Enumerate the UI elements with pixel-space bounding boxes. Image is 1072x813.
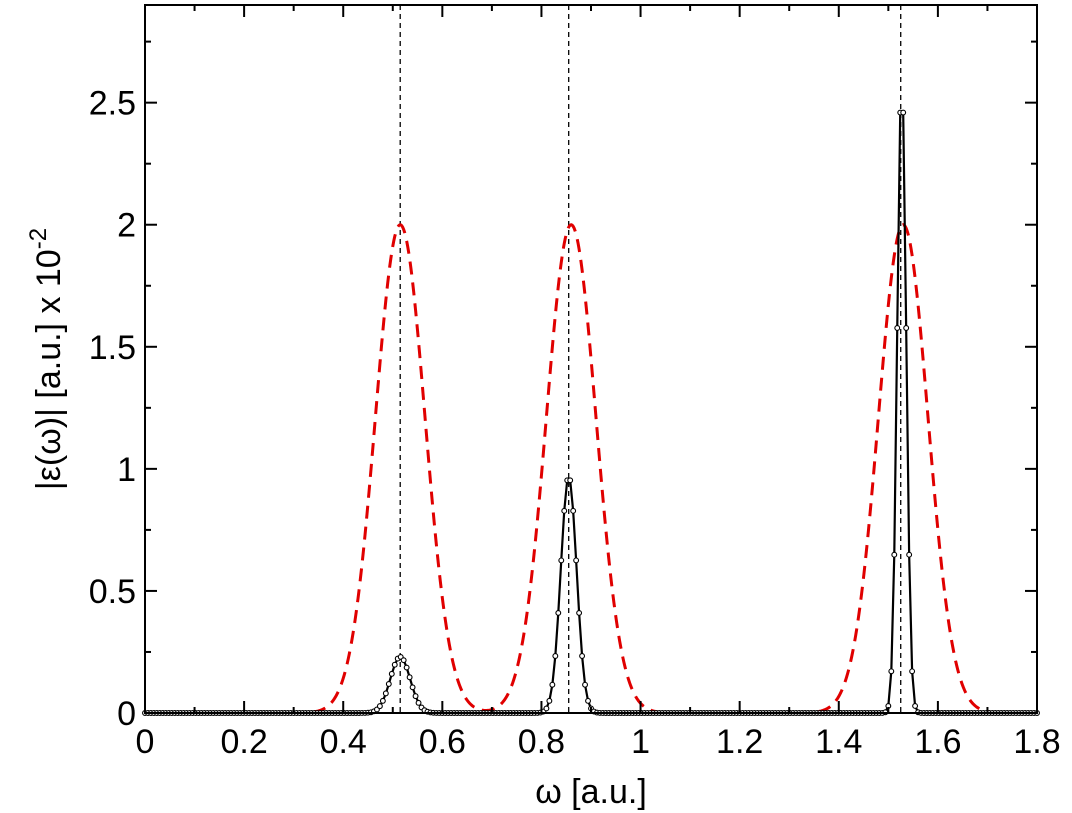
y-tick-label-2: 1 bbox=[117, 451, 136, 489]
data-point-258 bbox=[909, 668, 916, 675]
x-tick-label-4: 0.8 bbox=[518, 723, 565, 761]
y-tick-label-1: 0.5 bbox=[89, 573, 136, 611]
data-point-251 bbox=[888, 668, 895, 675]
data-point-83 bbox=[388, 670, 395, 677]
x-tick-label-7: 1.4 bbox=[815, 723, 862, 761]
data-point-148 bbox=[582, 681, 588, 688]
data-point-253 bbox=[894, 325, 901, 331]
y-tick-labels: 0 0.5 1 1.5 2 2.5 bbox=[89, 85, 136, 733]
data-point-79 bbox=[376, 703, 383, 710]
data-point-259 bbox=[912, 702, 919, 709]
data-point-82 bbox=[385, 681, 392, 687]
data-point-144 bbox=[570, 507, 577, 514]
data-point-257 bbox=[906, 551, 913, 558]
y-axis-label-exponent: -2 bbox=[25, 228, 52, 249]
x-tick-label-6: 1.2 bbox=[716, 723, 763, 761]
y-tick-label-0: 0 bbox=[117, 695, 136, 733]
x-tick-label-9: 1.8 bbox=[1013, 723, 1060, 761]
x-tick-label-1: 0.2 bbox=[220, 723, 267, 761]
y-axis-label-main: |ε(ω)| [a.u.] x 10 bbox=[30, 249, 68, 490]
data-point-141 bbox=[561, 507, 568, 514]
x-tick-label-2: 0.4 bbox=[320, 723, 367, 761]
data-point-149 bbox=[585, 697, 591, 704]
data-point-137 bbox=[549, 681, 556, 688]
x-axis-label: ω [a.u.] bbox=[535, 773, 647, 811]
x-tick-label-3: 0.6 bbox=[419, 723, 466, 761]
data-point-90 bbox=[409, 684, 416, 691]
data-point-139 bbox=[555, 609, 562, 616]
plot-area bbox=[145, 5, 1037, 713]
data-point-87 bbox=[400, 657, 407, 664]
data-point-135 bbox=[543, 705, 550, 712]
data-point-255 bbox=[900, 109, 907, 116]
data-point-145 bbox=[573, 557, 580, 564]
x-tick-labels: 0 0.2 0.4 0.6 0.8 1 1.2 1.4 1.6 1.8 bbox=[136, 723, 1061, 761]
data-point-140 bbox=[558, 557, 565, 564]
x-tick-label-5: 1 bbox=[631, 723, 650, 761]
axis-ticks bbox=[144, 5, 1038, 714]
data-point-80 bbox=[379, 697, 386, 704]
data-point-146 bbox=[576, 609, 583, 616]
data-point-91 bbox=[412, 693, 419, 700]
y-tick-label-5: 2.5 bbox=[89, 85, 136, 123]
y-tick-label-4: 2 bbox=[117, 207, 136, 245]
data-point-92 bbox=[415, 699, 422, 706]
data-point-256 bbox=[903, 325, 910, 331]
data-point-143 bbox=[567, 477, 574, 484]
data-point-136 bbox=[546, 697, 553, 704]
y-axis-label: |ε(ω)| [a.u.] x 10-2 bbox=[25, 228, 68, 490]
data-point-81 bbox=[382, 690, 389, 697]
data-point-88 bbox=[403, 664, 410, 671]
data-point-147 bbox=[579, 653, 586, 659]
data-point-84 bbox=[391, 661, 398, 668]
y-tick-label-3: 1.5 bbox=[89, 329, 136, 367]
x-tick-label-0: 0 bbox=[136, 723, 155, 761]
x-tick-label-8: 1.6 bbox=[914, 723, 961, 761]
data-point-252 bbox=[891, 551, 898, 558]
data-point-89 bbox=[406, 674, 413, 681]
data-point-138 bbox=[552, 653, 559, 659]
